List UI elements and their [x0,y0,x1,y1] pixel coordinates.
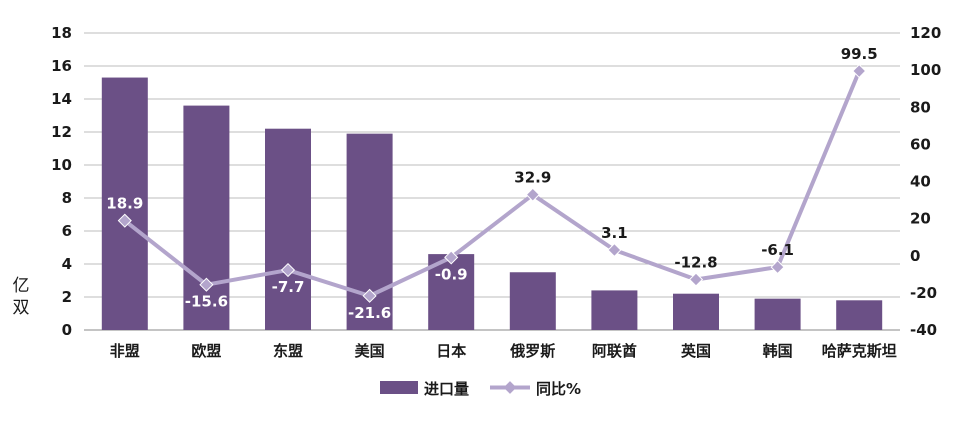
right-tick-label: 120 [910,24,941,42]
left-tick-label: 16 [51,57,72,75]
legend-swatch-bar [380,381,418,394]
left-tick-label: 8 [62,189,72,207]
left-tick-label: 18 [51,24,72,42]
line-point [444,250,459,265]
line-point [117,213,132,228]
category-label: 美国 [355,342,385,360]
line-point [280,262,296,278]
category-label: 英国 [681,342,711,360]
line-point [607,242,622,258]
bar [673,293,719,330]
category-label: 俄罗斯 [509,342,555,360]
data-label: 3.1 [601,224,628,242]
y-axis-label: 亿双 [13,276,30,318]
category-label: 欧盟 [191,342,221,360]
series-line [123,70,862,298]
left-tick-label: 2 [62,288,72,306]
data-label: -12.8 [674,254,717,272]
data-label: -21.6 [348,304,391,322]
data-label: -6.1 [761,241,794,259]
line-point [525,187,540,202]
left-tick-label: 4 [62,255,72,273]
category-label: 阿联酋 [592,342,637,360]
y-axis-label-char: 亿 [13,276,30,296]
legend-label-bar: 进口量 [424,380,469,398]
line-point [362,288,377,303]
category-label: 东盟 [273,342,303,360]
y-axis-label-char: 双 [13,298,30,318]
category-label: 韩国 [763,342,793,360]
right-tick-label: 40 [910,173,931,191]
data-label: -15.6 [185,293,228,311]
category-label: 非盟 [110,342,140,360]
bar [754,298,801,330]
data-label: -7.7 [272,278,305,296]
right-tick-label: -20 [910,284,937,302]
category-label: 日本 [436,342,466,360]
data-label: -0.9 [435,265,468,283]
line-point [852,63,867,79]
right-tick-label: 60 [910,135,931,153]
data-labels: 18.9 -15.6 -7.7 -21.6 -0.9 32.9 3.1 -12.8 -6.1 99… [106,45,877,322]
left-tick-label: 6 [62,222,72,240]
left-tick-label: 14 [51,90,72,108]
line-series [117,63,867,303]
left-tick-label: 0 [62,321,72,339]
right-tick-label: 80 [910,98,931,116]
line-point [199,277,214,292]
bar [265,128,311,330]
legend-label-line: 同比% [536,380,581,398]
bar-series [101,77,883,330]
category-labels: 非盟 欧盟 东盟 美国 日本 俄罗斯 阿联酋 英国 韩国 哈萨克斯坦 [110,342,897,360]
bar [509,272,556,330]
data-label: 18.9 [106,195,143,213]
data-label: 32.9 [514,169,551,187]
bar [591,290,638,330]
right-tick-label: 0 [910,247,920,265]
bar [183,105,230,330]
legend: 进口量 同比% [380,380,581,398]
right-axis-ticks: -40 -20 0 20 40 60 80 100 120 [910,24,941,339]
bar [836,300,883,330]
right-tick-label: 100 [910,61,941,79]
left-axis-ticks: 0 2 4 6 8 10 12 14 16 18 [51,24,72,339]
bar [101,77,148,330]
category-label: 哈萨克斯坦 [822,342,897,360]
line-point [688,272,704,287]
left-tick-label: 10 [51,156,72,174]
data-label: 99.5 [841,45,878,63]
right-tick-label: 20 [910,210,931,228]
right-tick-label: -40 [910,321,937,339]
left-tick-label: 12 [51,123,72,141]
line-point [770,260,785,275]
legend-swatch-marker [503,381,517,394]
